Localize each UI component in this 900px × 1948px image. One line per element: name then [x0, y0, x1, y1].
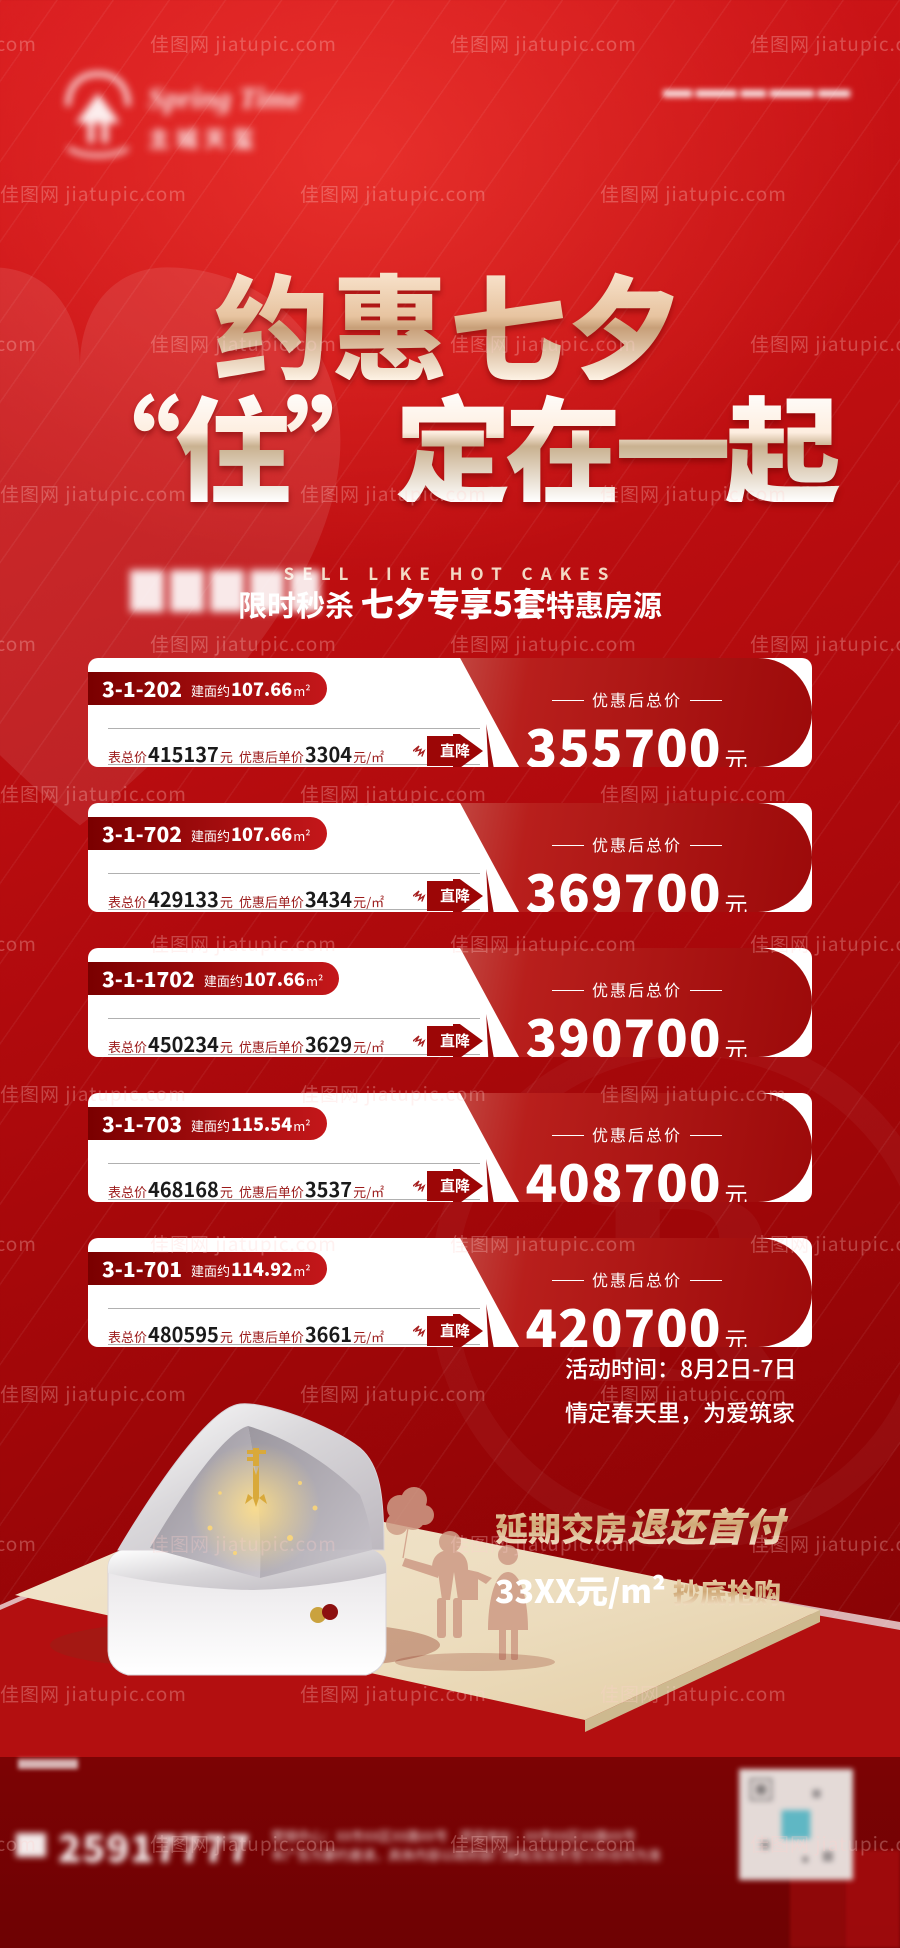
svg-text:直降: 直降	[440, 1175, 470, 1196]
svg-text:直降: 直降	[440, 885, 470, 906]
svg-text:直降: 直降	[440, 1320, 470, 1341]
svg-text:直降: 直降	[440, 1030, 470, 1051]
svg-text:直降: 直降	[440, 740, 470, 761]
